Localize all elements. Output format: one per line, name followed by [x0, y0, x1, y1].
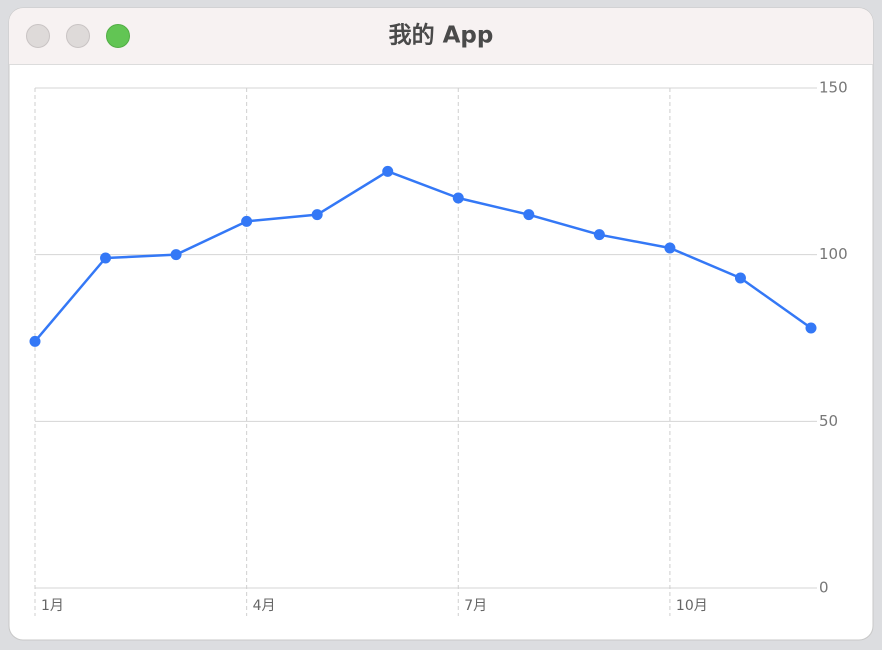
data-point	[100, 252, 112, 264]
minimize-button[interactable]	[66, 24, 90, 48]
data-point	[241, 215, 253, 227]
x-tick-label: 7月	[464, 598, 487, 614]
y-tick-label: 100	[819, 245, 848, 263]
window-frame	[8, 7, 874, 641]
zoom-button[interactable]	[106, 24, 130, 48]
data-point	[805, 322, 817, 334]
y-tick-label: 150	[819, 79, 848, 97]
series-line	[34, 170, 812, 343]
x-tick-label: 10月	[676, 598, 708, 614]
y-tick-label: 50	[819, 412, 838, 430]
close-button[interactable]	[26, 24, 50, 48]
data-point	[311, 209, 323, 221]
data-point	[170, 249, 182, 261]
x-tick-label: 1月	[41, 598, 64, 614]
y-tick-label: 0	[819, 579, 829, 597]
title-bar	[9, 8, 873, 64]
data-point	[523, 209, 535, 221]
data-point	[452, 192, 464, 204]
data-point	[593, 229, 605, 241]
data-point	[664, 242, 676, 254]
data-point	[29, 335, 41, 347]
x-tick-label: 4月	[253, 598, 276, 614]
data-point	[734, 272, 746, 284]
data-point	[382, 165, 394, 177]
chart: 0 50 100 150 1月 4月 7月 10月	[29, 79, 848, 616]
window-title: 我的 App	[389, 22, 494, 49]
